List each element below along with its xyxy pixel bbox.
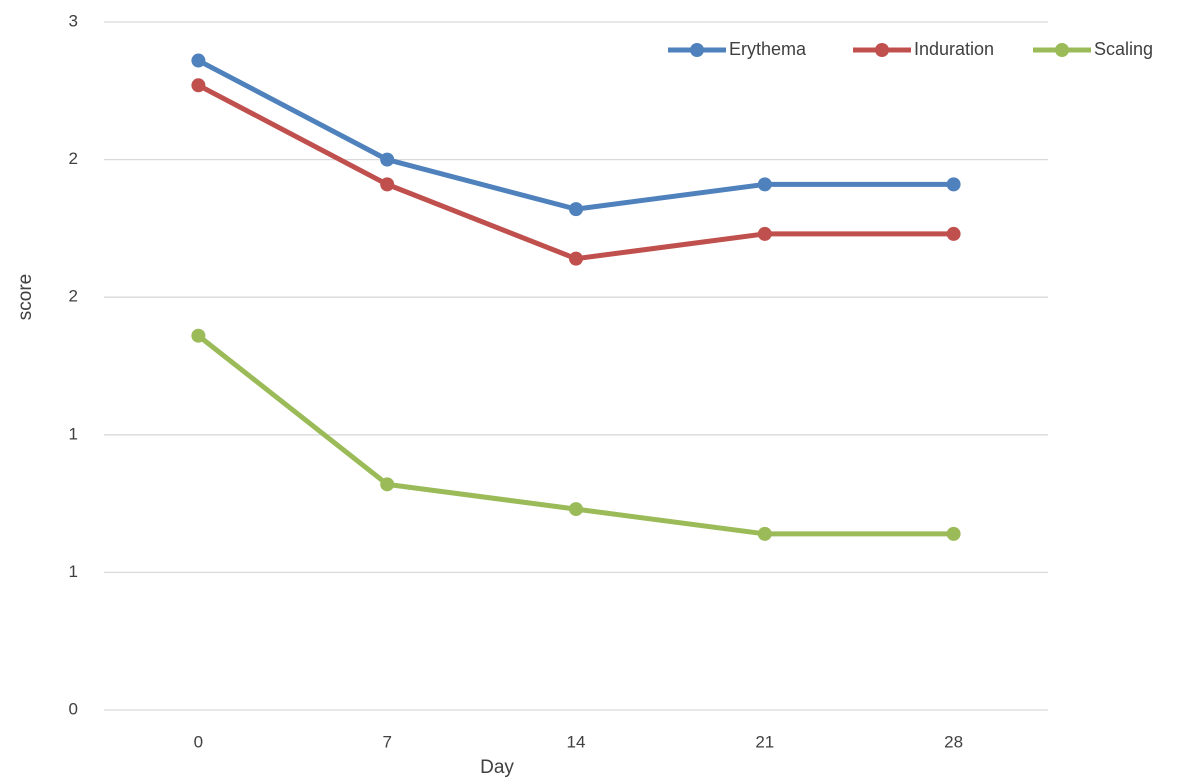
x-axis-ticks: 0 7 14 21 28 xyxy=(194,732,963,751)
y-tick-label: 1 xyxy=(69,424,78,443)
data-point-induration xyxy=(757,226,772,241)
legend-item-induration: Induration xyxy=(853,39,994,59)
data-point-erythema xyxy=(757,177,772,192)
y-tick-label: 3 xyxy=(69,11,78,30)
y-axis-ticks: 0 1 1 2 2 3 xyxy=(69,11,78,718)
x-tick-label: 0 xyxy=(194,732,203,751)
y-axis-title: score xyxy=(15,274,36,320)
legend-label: Erythema xyxy=(729,39,807,59)
x-tick-label: 28 xyxy=(944,732,963,751)
data-point-erythema xyxy=(569,202,583,217)
legend: Erythema Induration Scaling xyxy=(668,39,1153,59)
data-point-scaling xyxy=(569,502,583,517)
legend-item-erythema: Erythema xyxy=(668,39,807,59)
legend-marker xyxy=(1055,43,1069,57)
legend-label: Induration xyxy=(914,39,994,59)
data-point-scaling xyxy=(191,328,206,343)
y-tick-label: 2 xyxy=(69,287,78,306)
data-point-erythema xyxy=(380,152,395,167)
data-point-induration xyxy=(191,78,206,93)
y-tick-label: 0 xyxy=(69,699,78,718)
series-scaling xyxy=(191,328,961,541)
y-tick-label: 2 xyxy=(69,149,78,168)
data-point-scaling xyxy=(380,477,395,492)
x-tick-label: 7 xyxy=(382,732,391,751)
series-line-induration xyxy=(195,82,957,262)
data-point-scaling xyxy=(946,526,961,541)
data-point-erythema xyxy=(191,53,206,68)
series-erythema xyxy=(191,53,961,217)
x-tick-label: 14 xyxy=(567,732,586,751)
data-point-scaling xyxy=(757,526,772,541)
legend-marker xyxy=(690,43,704,57)
legend-item-scaling: Scaling xyxy=(1033,39,1153,59)
gridlines xyxy=(104,21,1048,711)
series-induration xyxy=(191,78,961,266)
data-point-erythema xyxy=(946,177,961,192)
legend-label: Scaling xyxy=(1094,39,1153,59)
data-point-induration xyxy=(946,226,961,241)
x-axis-title: Day xyxy=(480,757,514,778)
y-tick-label: 1 xyxy=(69,562,78,581)
series-lines xyxy=(191,53,961,541)
data-point-induration xyxy=(380,177,395,192)
data-point-induration xyxy=(569,251,583,266)
legend-marker xyxy=(875,43,889,57)
series-line-erythema xyxy=(195,58,957,212)
x-tick-label: 21 xyxy=(755,732,774,751)
